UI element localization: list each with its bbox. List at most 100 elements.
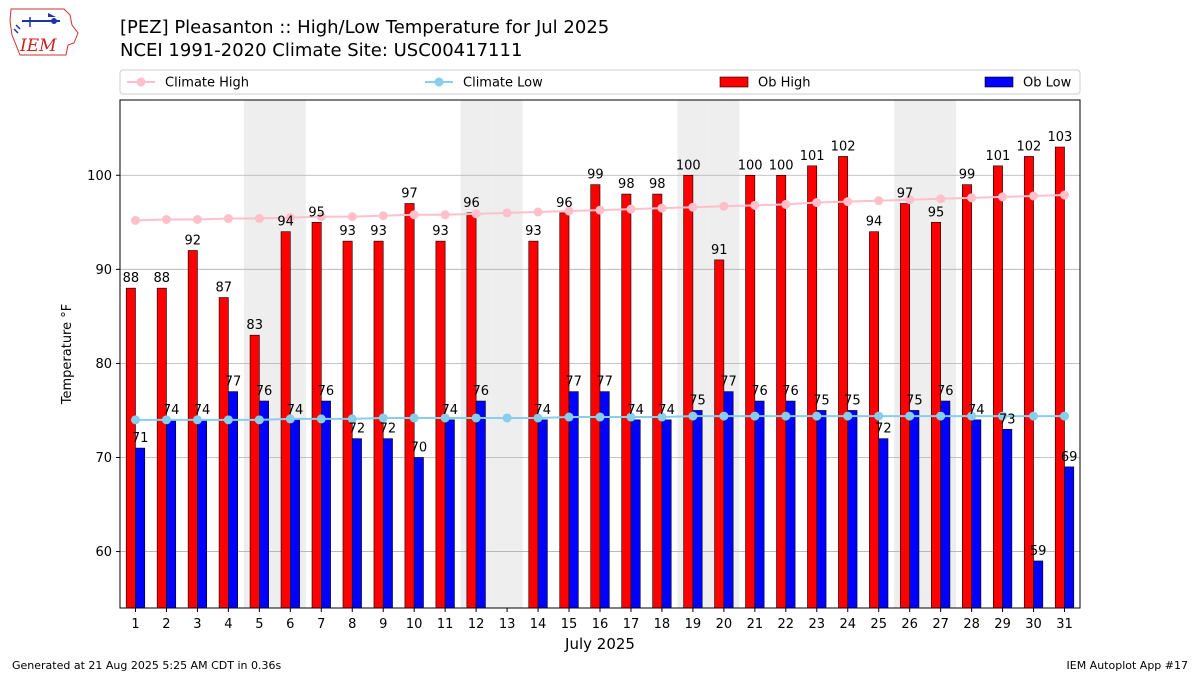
- climate-low-point: [161, 415, 171, 425]
- ob-low-bar: [320, 400, 331, 609]
- ob-high-bar: [249, 334, 260, 609]
- climate-high-point: [192, 214, 202, 224]
- climate-low-point: [502, 413, 512, 423]
- ob-high-label: 87: [215, 281, 232, 296]
- ob-high-label: 100: [769, 158, 794, 173]
- ob-low-bar: [568, 391, 579, 609]
- ob-low-bar: [166, 419, 177, 609]
- climate-high-point: [285, 213, 295, 223]
- ob-high-label: 96: [556, 196, 573, 211]
- x-tick-label: 26: [901, 617, 918, 632]
- x-tick-label: 12: [468, 617, 485, 632]
- ob-low-label: 59: [1030, 544, 1047, 559]
- ob-low-bar: [754, 400, 765, 609]
- x-axis-label: July 2025: [564, 635, 635, 653]
- ob-high-label: 102: [1016, 139, 1041, 154]
- ob-low-label: 74: [194, 403, 211, 418]
- x-tick-label: 17: [623, 617, 640, 632]
- x-tick-label: 11: [437, 617, 454, 632]
- ob-low-label: 76: [937, 384, 954, 399]
- ob-high-label: 101: [800, 149, 825, 164]
- ob-high-label: 93: [370, 224, 387, 239]
- climate-low-point: [936, 411, 946, 421]
- climate-high-point: [223, 214, 233, 224]
- y-tick-label: 60: [95, 545, 112, 560]
- x-tick-label: 29: [994, 617, 1011, 632]
- x-tick-label: 16: [592, 617, 609, 632]
- x-tick-label: 30: [1025, 617, 1042, 632]
- legend-box: [119, 69, 1081, 95]
- ob-high-label: 99: [587, 168, 604, 183]
- ob-low-label: 77: [225, 375, 242, 390]
- ob-low-label: 76: [256, 384, 273, 399]
- ob-low-legend-label: Ob Low: [1023, 76, 1072, 91]
- x-tick-label: 10: [406, 617, 423, 632]
- ob-high-bar: [621, 193, 632, 609]
- climate-high-point: [905, 195, 915, 205]
- ob-high-label: 103: [1047, 130, 1072, 145]
- climate-high-point: [161, 214, 171, 224]
- ob-high-label: 102: [831, 139, 856, 154]
- climate-high-point: [812, 198, 822, 208]
- climate-high-point: [471, 209, 481, 219]
- x-tick-label: 2: [162, 617, 170, 632]
- y-tick-label: 100: [87, 169, 112, 184]
- ob-low-bar: [692, 410, 703, 609]
- ob-low-label: 76: [318, 384, 335, 399]
- ob-high-label: 99: [959, 168, 976, 183]
- ob-high-label: 94: [866, 215, 883, 230]
- x-tick-label: 15: [561, 617, 578, 632]
- ob-low-label: 75: [844, 393, 861, 408]
- ob-high-bar: [838, 156, 849, 609]
- x-tick-label: 18: [654, 617, 671, 632]
- y-axis-label: Temperature °F: [60, 304, 75, 405]
- ob-low-label: 74: [442, 403, 459, 418]
- climate-high-point: [750, 200, 760, 210]
- ob-high-legend-swatch: [719, 76, 749, 88]
- ob-high-bar: [435, 240, 446, 609]
- ob-low-bar: [971, 419, 982, 609]
- x-tick-label: 6: [286, 617, 294, 632]
- climate-high-point: [316, 212, 326, 222]
- ob-low-bar: [537, 419, 548, 609]
- climate-high-point: [843, 197, 853, 207]
- climate-high-point: [502, 208, 512, 218]
- ob-low-bar: [197, 419, 208, 609]
- climate-high-point: [936, 194, 946, 204]
- climate-low-point: [781, 411, 791, 421]
- climate-low-point: [440, 413, 450, 423]
- x-tick-label: 21: [747, 617, 764, 632]
- climate-low-legend-marker: [434, 77, 444, 87]
- climate-low-point: [192, 415, 202, 425]
- ob-low-bar: [290, 419, 300, 609]
- ob-high-label: 88: [123, 271, 140, 286]
- ob-high-label: 94: [277, 215, 294, 230]
- climate-low-point: [409, 413, 419, 423]
- climate-low-point: [750, 411, 760, 421]
- ob-high-bar: [559, 212, 570, 609]
- ob-low-bar: [413, 457, 424, 609]
- x-tick-label: 25: [870, 617, 887, 632]
- climate-low-point: [874, 411, 884, 421]
- climate-low-point: [347, 414, 357, 424]
- ob-high-label: 95: [308, 205, 325, 220]
- ob-high-label: 100: [676, 158, 701, 173]
- climate-low-point: [1029, 411, 1039, 421]
- y-tick-label: 80: [95, 357, 112, 372]
- ob-low-bar: [1064, 466, 1075, 609]
- climate-low-point: [657, 412, 667, 422]
- ob-high-bar: [992, 165, 1003, 609]
- ob-low-label: 75: [689, 393, 706, 408]
- climate-high-point: [564, 206, 574, 216]
- ob-high-bar: [156, 287, 167, 609]
- climate-low-point: [843, 411, 853, 421]
- climate-high-point: [874, 196, 884, 206]
- ob-high-bar: [187, 250, 198, 609]
- ob-low-label: 74: [627, 403, 644, 418]
- ob-high-label: 96: [463, 196, 480, 211]
- ob-high-label: 93: [339, 224, 356, 239]
- ob-high-bar: [218, 297, 229, 609]
- ob-high-label: 91: [711, 243, 728, 258]
- ob-low-bar: [351, 438, 362, 609]
